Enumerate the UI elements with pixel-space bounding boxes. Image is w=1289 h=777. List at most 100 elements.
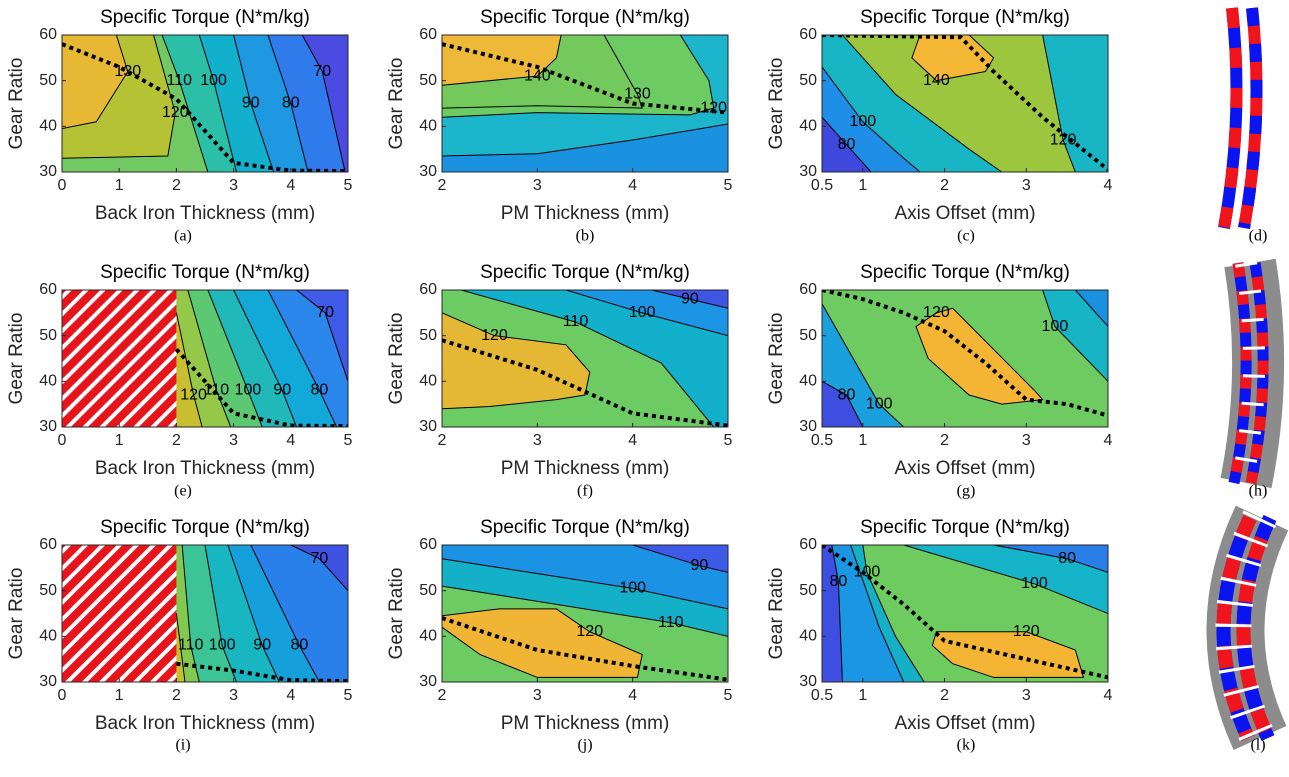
optimum-line — [822, 290, 1108, 418]
optimum-line — [442, 616, 728, 682]
contour-label: 90 — [273, 382, 291, 399]
y-tick-label: 60 — [419, 281, 437, 298]
y-tick-label: 30 — [419, 418, 437, 435]
contour-region — [62, 35, 129, 130]
x-tick-label: 1 — [858, 687, 867, 704]
y-tick-label: 40 — [419, 628, 437, 645]
contour-label: 110 — [563, 313, 589, 330]
y-tick-label: 30 — [39, 673, 57, 690]
y-axis-label: Gear Ratio — [386, 568, 407, 660]
contour-region — [442, 312, 591, 410]
magnet-diagram — [1220, 258, 1285, 489]
x-tick-label: 2 — [438, 177, 447, 194]
x-tick-label: 2 — [172, 177, 181, 194]
x-tick-label: 3 — [229, 687, 238, 704]
chart-title: Specific Torque (N*m/kg) — [860, 262, 1070, 283]
contour-label: 110 — [204, 382, 230, 399]
x-axis-label: PM Thickness (mm) — [501, 713, 670, 734]
plot: 90 100 110 120 — [442, 290, 728, 427]
subfigure-caption: (e) — [174, 483, 192, 500]
y-tick-label: 30 — [39, 418, 57, 435]
contour-label: 70 — [311, 550, 329, 567]
axes-frame — [61, 34, 349, 173]
x-axis-label: Back Iron Thickness (mm) — [95, 203, 315, 224]
y-tick-label: 40 — [39, 118, 57, 135]
y-tick-label: 30 — [799, 673, 817, 690]
subfigure-caption: (h) — [1249, 483, 1268, 500]
x-tick-label: 4 — [628, 432, 637, 449]
x-tick-label: 0.5 — [811, 177, 833, 194]
y-tick-label: 50 — [39, 72, 57, 89]
x-tick-label: 3 — [229, 177, 238, 194]
axes-frame — [821, 544, 1109, 683]
contour-region — [1042, 290, 1108, 383]
x-tick-label: 2 — [940, 177, 949, 194]
contour-label: 110 — [167, 72, 193, 89]
contour-label: 80 — [311, 382, 329, 399]
x-tick-label: 4 — [286, 687, 295, 704]
y-tick-label: 50 — [419, 327, 437, 344]
chart-title: Specific Torque (N*m/kg) — [480, 262, 690, 283]
contour-label: 70 — [316, 304, 334, 321]
x-tick-label: 3 — [533, 432, 542, 449]
y-tick-label: 60 — [799, 536, 817, 553]
x-axis-label: Back Iron Thickness (mm) — [95, 458, 315, 479]
subfigure-caption: (b) — [576, 228, 595, 245]
x-tick-label: 1 — [115, 687, 124, 704]
y-tick-label: 50 — [799, 72, 817, 89]
y-tick-label: 50 — [419, 72, 437, 89]
plot: 80 100 120 140 — [822, 35, 1108, 172]
axes-frame — [441, 34, 729, 173]
axes-frame — [441, 289, 729, 428]
x-tick-label: 5 — [344, 177, 353, 194]
contour-label: 130 — [624, 86, 651, 103]
chart-title: Specific Torque (N*m/kg) — [100, 517, 310, 538]
contour-label: 80 — [290, 637, 308, 654]
x-tick-label: 3 — [229, 432, 238, 449]
optimum-line — [822, 35, 1108, 172]
contour-region — [841, 35, 1076, 172]
y-tick-label: 30 — [419, 163, 437, 180]
chart-title: Specific Torque (N*m/kg) — [860, 7, 1070, 28]
contour-label: 120 — [923, 304, 950, 321]
plot: 70 80 90 100 110 — [62, 545, 348, 682]
x-axis-label: PM Thickness (mm) — [501, 203, 670, 224]
contour-label: 120 — [1050, 131, 1077, 148]
y-axis-label: Gear Ratio — [6, 568, 27, 660]
contour-label: 130 — [114, 63, 141, 80]
plot: 90 100 110 120 — [442, 545, 728, 682]
contour-region — [442, 35, 562, 86]
axes-frame — [61, 544, 349, 683]
contour-label: 100 — [1021, 575, 1048, 592]
contour-label: 90 — [242, 95, 260, 112]
y-tick-label: 50 — [39, 327, 57, 344]
chart-title: Specific Torque (N*m/kg) — [480, 7, 690, 28]
y-tick-label: 30 — [419, 673, 437, 690]
x-tick-label: 0.5 — [811, 687, 833, 704]
chart-title: Specific Torque (N*m/kg) — [100, 262, 310, 283]
axes-frame — [821, 289, 1109, 428]
axes-frame — [821, 34, 1109, 173]
contour-label: 120 — [576, 623, 603, 640]
chart-title: Specific Torque (N*m/kg) — [100, 7, 310, 28]
x-tick-label: 5 — [724, 177, 733, 194]
optimum-line — [174, 348, 348, 427]
x-tick-label: 2 — [438, 687, 447, 704]
x-tick-label: 3 — [533, 687, 542, 704]
subfigure-caption: (i) — [175, 737, 190, 754]
optimum-line — [442, 338, 728, 427]
y-tick-label: 50 — [39, 582, 57, 599]
contour-label: 100 — [866, 395, 893, 412]
contour-label: 70 — [313, 63, 331, 80]
x-tick-label: 4 — [1104, 687, 1113, 704]
y-tick-label: 60 — [419, 536, 437, 553]
x-tick-label: 3 — [533, 177, 542, 194]
contour-label: 100 — [200, 72, 227, 89]
y-axis-label: Gear Ratio — [386, 58, 407, 150]
x-tick-label: 2 — [940, 432, 949, 449]
contour-region — [915, 307, 1044, 405]
contour-label: 90 — [681, 290, 699, 307]
